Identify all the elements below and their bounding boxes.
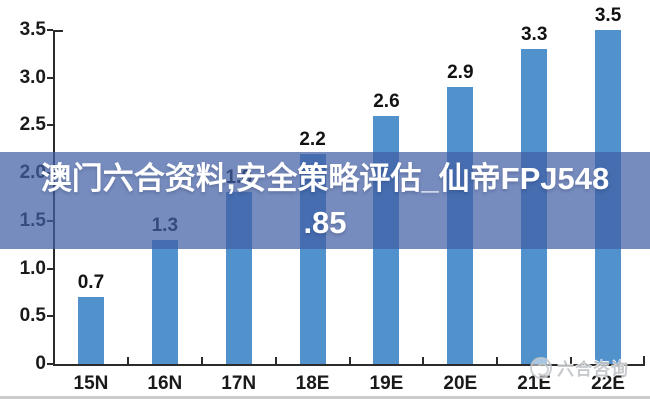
x-tick	[274, 357, 277, 364]
bar-15N	[77, 297, 104, 364]
y-tick-label: 2.5	[19, 114, 46, 136]
banner-title-line1: 澳门六合资料,安全策略评估_仙帝FPJ548	[40, 160, 610, 196]
x-tick	[496, 357, 499, 364]
data-label-21E: 3.3	[520, 24, 548, 46]
watermark-text: 六合咨询	[557, 360, 629, 379]
y-tick-label: 0	[35, 353, 46, 374]
x-tick	[126, 357, 129, 364]
watermark: 六合咨询	[530, 355, 629, 380]
x-axis-line	[53, 364, 645, 366]
y-tick	[47, 363, 53, 365]
data-label-22E: 3.5	[594, 5, 622, 26]
x-tick-label-19E: 19E	[369, 373, 404, 394]
watermark-logo-icon	[530, 356, 552, 379]
x-axis-end-stub	[643, 356, 645, 364]
y-tick	[47, 267, 53, 270]
x-tick-label-20E: 20E	[443, 373, 478, 394]
x-tick-label-22E: 22E	[591, 373, 625, 394]
y-tick	[47, 315, 53, 318]
data-label-20E: 2.9	[447, 62, 474, 84]
x-tick-label-18E: 18E	[295, 373, 330, 394]
x-tick	[422, 357, 425, 364]
data-label-19E: 2.6	[373, 90, 400, 112]
y-tick-label: 1.0	[19, 257, 46, 279]
overlay-banner: 澳门六合资料,安全策略评估_仙帝FPJ548 .85	[0, 152, 650, 249]
x-tick	[570, 357, 573, 364]
x-tick	[200, 357, 203, 364]
x-tick	[348, 357, 351, 364]
y-tick	[47, 76, 53, 79]
y-tick	[47, 29, 53, 31]
bottom-divider	[0, 396, 650, 399]
data-label-18E: 2.2	[299, 129, 326, 151]
bar-16N	[151, 239, 178, 364]
y-axis-top-stub	[55, 30, 63, 32]
x-tick-label-16N: 16N	[147, 373, 183, 394]
y-tick-label: 3.0	[19, 66, 46, 88]
x-tick-label-15N: 15N	[73, 373, 109, 394]
y-tick	[47, 124, 53, 127]
x-tick-label-17N: 17N	[221, 373, 257, 394]
banner-title-line2: .85	[303, 204, 347, 240]
y-tick-label: 3.5	[19, 19, 46, 40]
y-tick-label: 0.5	[19, 305, 46, 327]
data-label-15N: 0.7	[77, 272, 105, 294]
x-tick-label-21E: 21E	[517, 373, 552, 394]
